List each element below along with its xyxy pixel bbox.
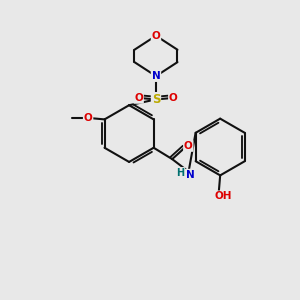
Text: O: O (84, 113, 92, 123)
Text: S: S (152, 93, 160, 106)
Text: N: N (186, 169, 194, 180)
Text: OH: OH (214, 191, 232, 201)
Text: N: N (152, 71, 160, 81)
Text: O: O (184, 141, 193, 151)
Text: O: O (169, 93, 178, 103)
Text: O: O (134, 93, 143, 103)
Text: O: O (152, 31, 160, 41)
Text: H: H (176, 168, 184, 178)
